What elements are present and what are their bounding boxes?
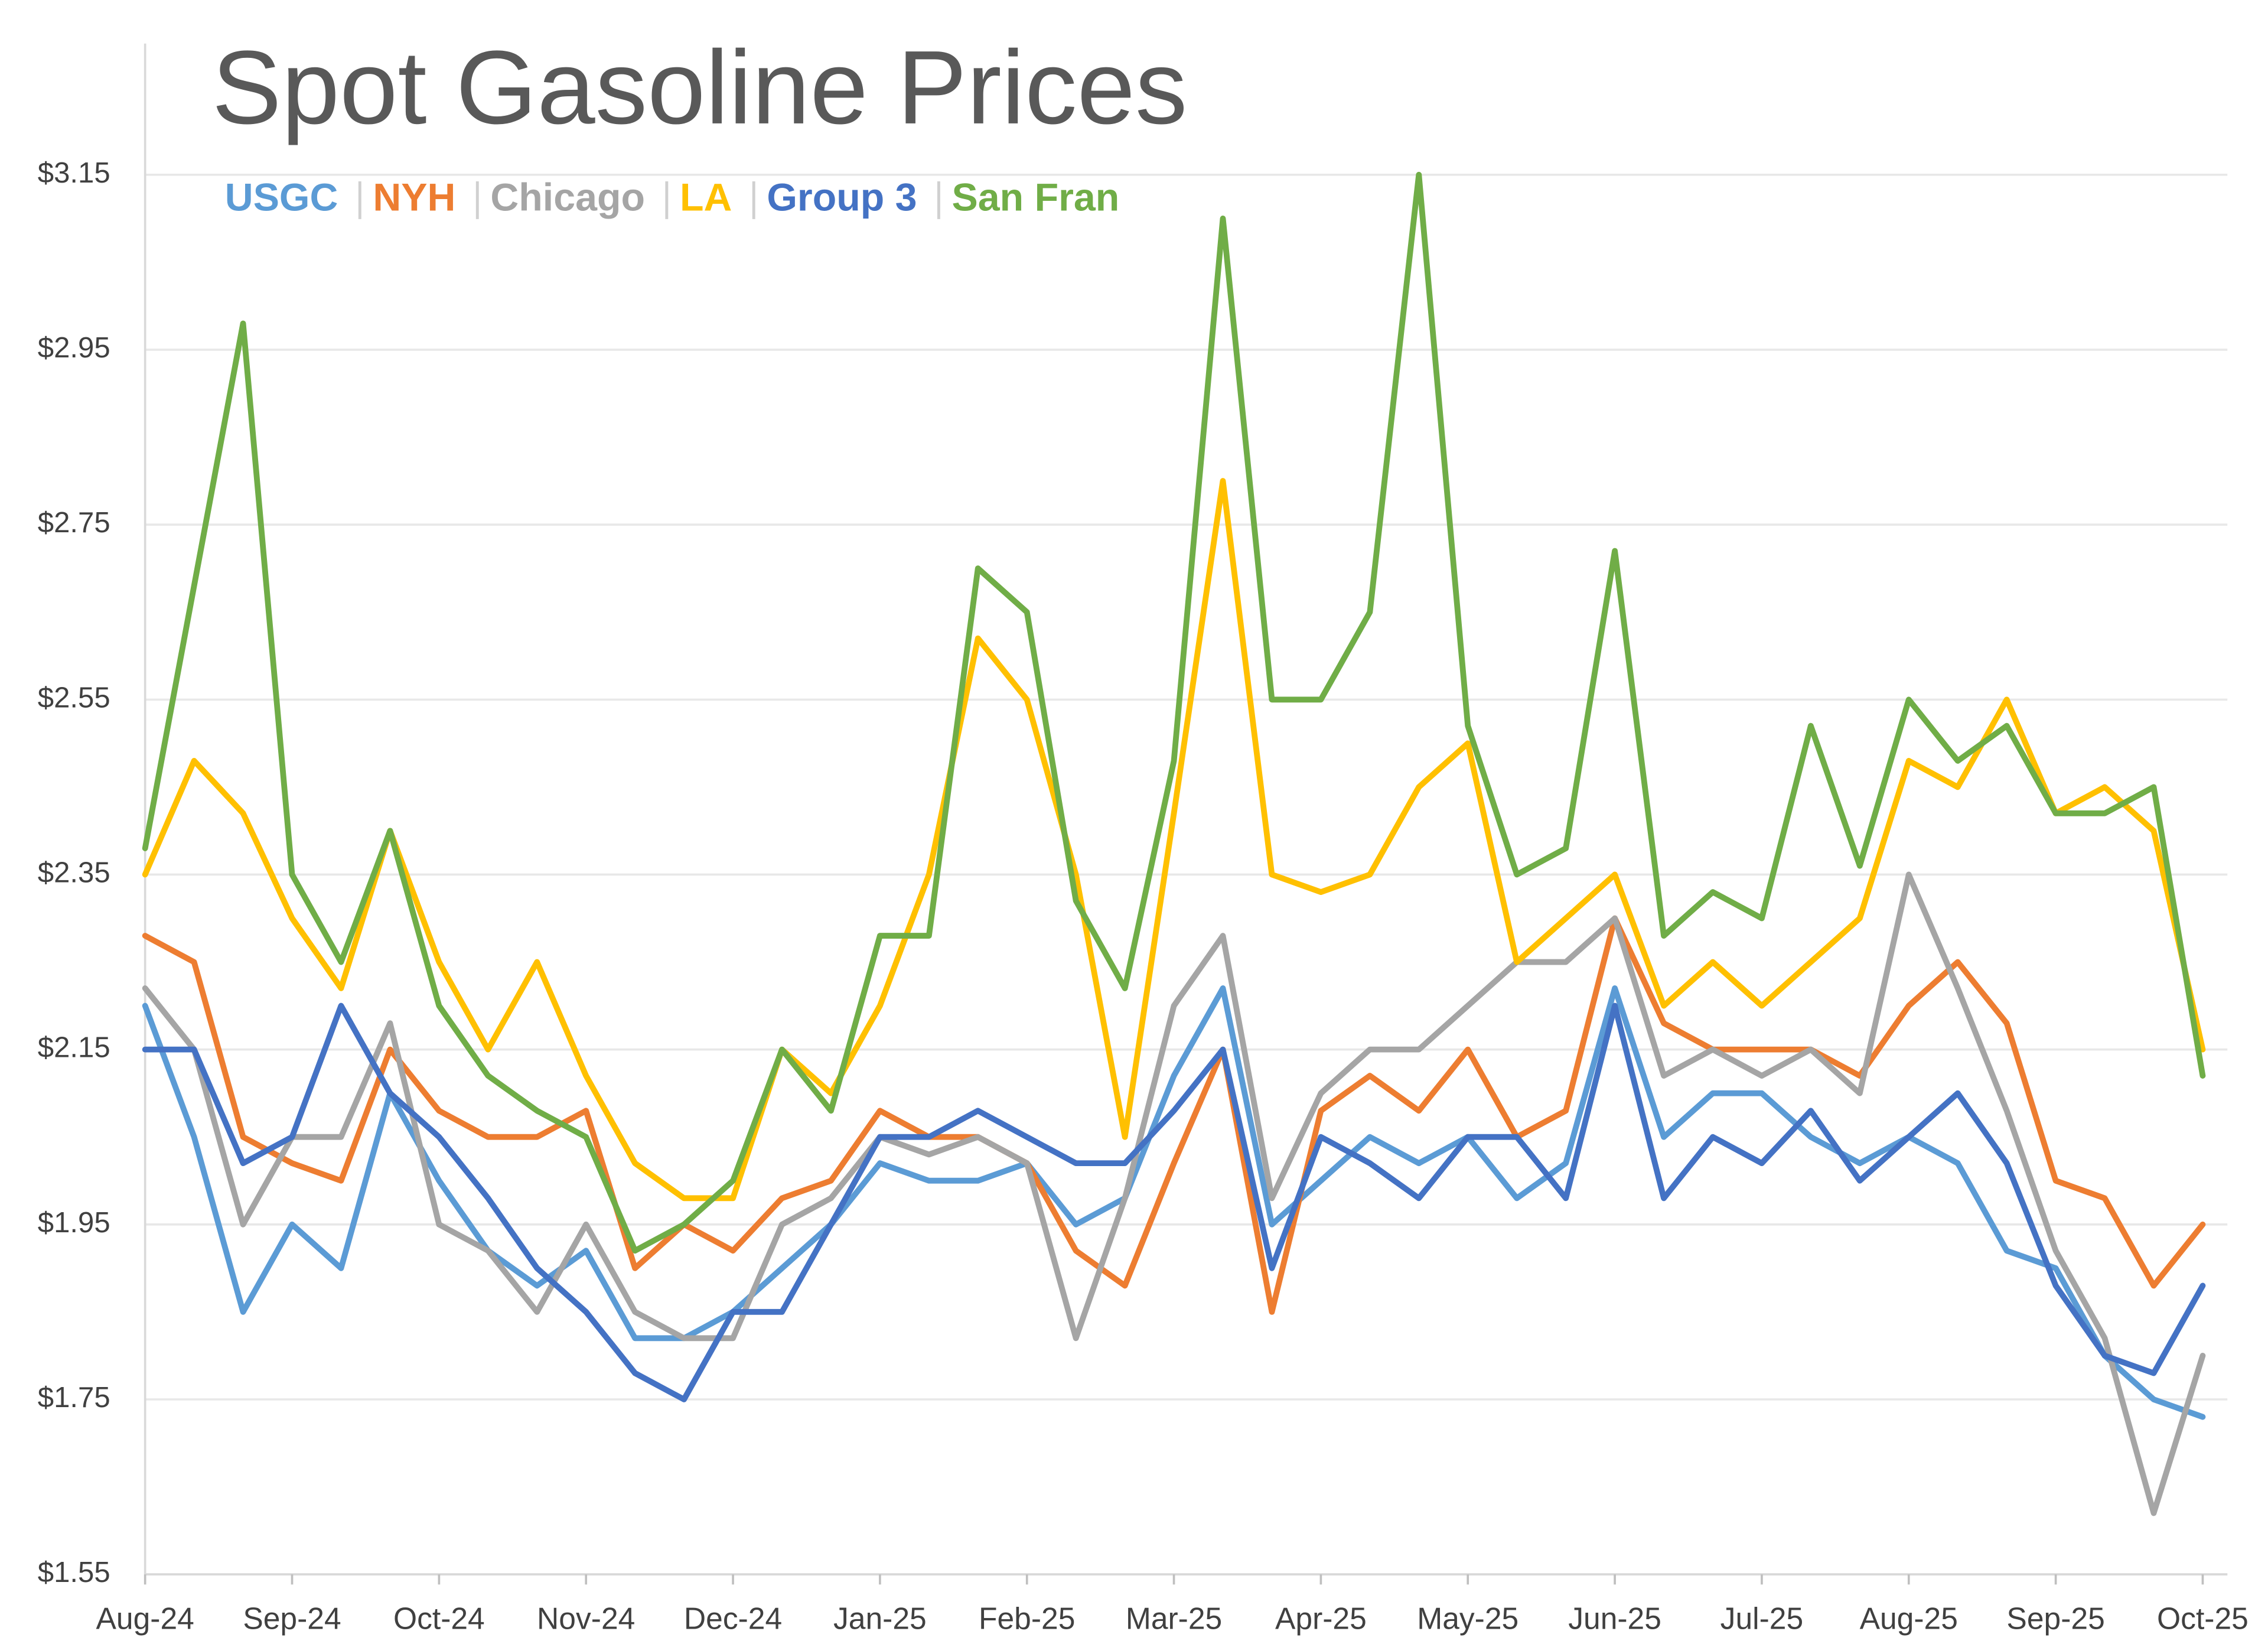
legend-entry: Chicago xyxy=(490,175,645,219)
series-line xyxy=(142,871,2206,1516)
x-tick-label: Aug-25 xyxy=(1860,1601,1958,1635)
x-tick-label: Jun-25 xyxy=(1568,1601,1661,1635)
x-tick-label: Sep-25 xyxy=(2006,1601,2104,1635)
legend-entry: USGC xyxy=(225,175,338,219)
y-tick-label: $2.15 xyxy=(38,1032,110,1064)
legend-entry: Group 3 xyxy=(767,175,917,219)
y-tick-label: $2.95 xyxy=(38,332,110,364)
legend-entry: San Fran xyxy=(952,175,1120,219)
legend-entry: NYH xyxy=(373,175,455,219)
x-tick-label: Jan-25 xyxy=(833,1601,927,1635)
y-tick-label: $1.95 xyxy=(38,1207,110,1239)
y-tick-label: $2.55 xyxy=(38,682,110,714)
series-line xyxy=(142,478,2206,1202)
y-tick-label: $1.55 xyxy=(38,1557,110,1588)
series-line xyxy=(142,1002,2206,1402)
x-tick-label: Apr-25 xyxy=(1275,1601,1367,1635)
y-tick-label: $2.75 xyxy=(38,507,110,539)
y-tick-label: $2.35 xyxy=(38,857,110,888)
x-tick-label: Oct-25 xyxy=(2157,1601,2249,1635)
x-tick-label: Sep-24 xyxy=(243,1601,341,1635)
x-tick-label: Nov-24 xyxy=(537,1601,635,1635)
x-tick-label: Dec-24 xyxy=(684,1601,782,1635)
x-tick-label: Mar-25 xyxy=(1126,1601,1222,1635)
y-tick-label: $3.15 xyxy=(38,157,110,189)
legend-entry: LA xyxy=(680,175,732,219)
series-line xyxy=(142,915,2206,1315)
chart-title: Spot Gasoline Prices xyxy=(212,30,1188,146)
x-tick-label: Oct-24 xyxy=(393,1601,485,1635)
y-tick-label: $1.75 xyxy=(38,1382,110,1414)
series-line xyxy=(142,171,2206,1254)
x-tick-label: May-25 xyxy=(1417,1601,1518,1635)
x-tick-label: Aug-24 xyxy=(96,1601,194,1635)
x-tick-label: Feb-25 xyxy=(979,1601,1075,1635)
x-tick-label: Jul-25 xyxy=(1720,1601,1803,1635)
